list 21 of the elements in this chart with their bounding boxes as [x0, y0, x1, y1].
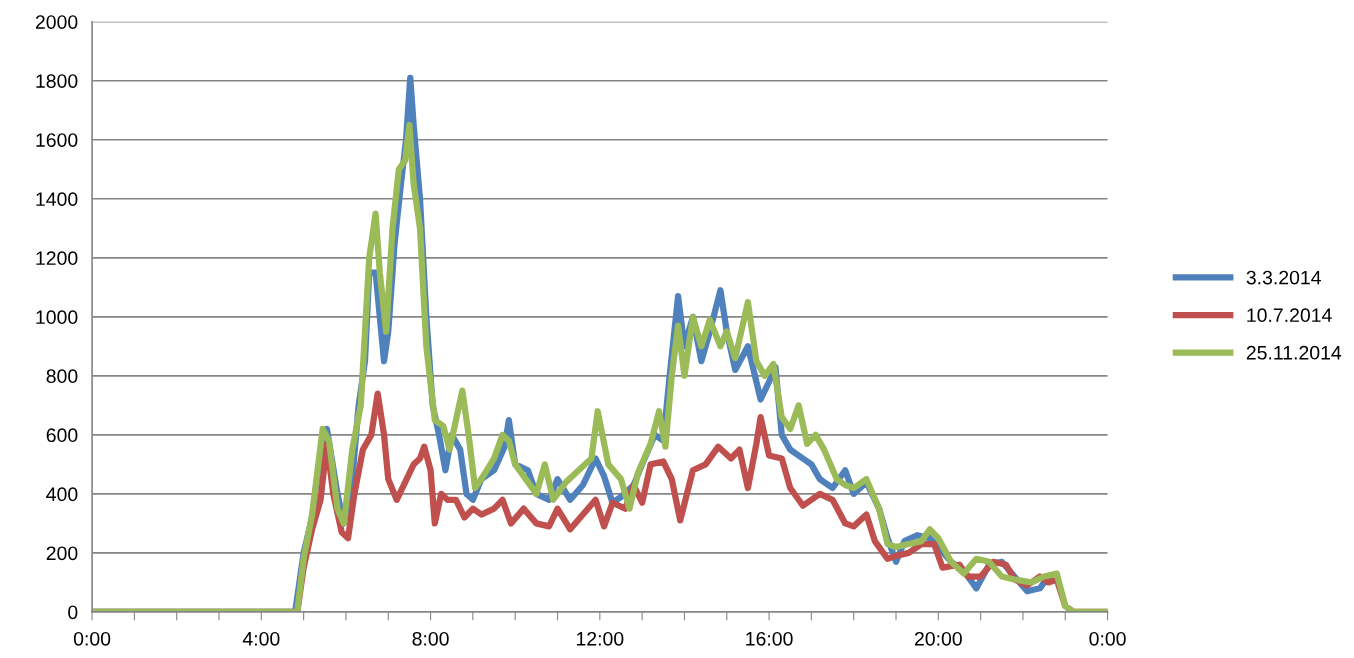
y-tick-label: 1200: [36, 251, 78, 266]
x-tick-label: 4:00: [242, 631, 280, 646]
y-tick-label: 1800: [36, 74, 78, 88]
y-tick-label: 800: [46, 369, 78, 384]
y-tick-label: 2000: [35, 15, 78, 29]
y-tick-label: 400: [46, 487, 78, 502]
legend-label: 3.3.2014: [1246, 270, 1321, 285]
legend-label: 10.7.2014: [1247, 308, 1332, 323]
y-tick-label: 1400: [36, 192, 78, 207]
y-tick-label: 1600: [36, 133, 78, 147]
x-tick-label: 20:00: [914, 631, 962, 646]
y-tick-label: 600: [46, 428, 78, 443]
x-tick-label: 0:00: [1089, 631, 1126, 646]
x-tick-label: 12:00: [576, 631, 624, 646]
x-tick-label: 8:00: [412, 631, 449, 646]
legend-label: 25.11.2014: [1246, 345, 1342, 360]
y-tick-label: 200: [46, 546, 78, 561]
x-tick-label: 16:00: [746, 631, 793, 646]
y-tick-label: 0: [68, 605, 78, 620]
x-tick-label: 0:00: [73, 631, 111, 646]
y-tick-label: 1000: [36, 310, 78, 325]
